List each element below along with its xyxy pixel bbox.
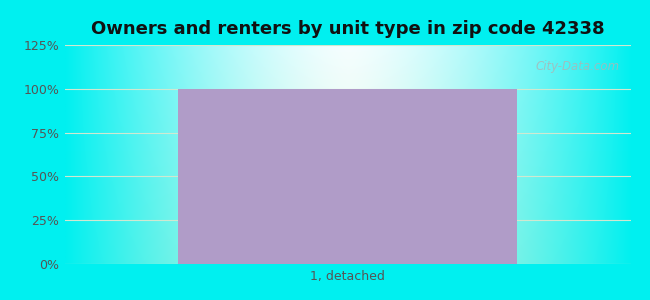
Title: Owners and renters by unit type in zip code 42338: Owners and renters by unit type in zip c… (91, 20, 604, 38)
Bar (178, 89, 517, 264)
Text: City-Data.com: City-Data.com (535, 60, 619, 73)
